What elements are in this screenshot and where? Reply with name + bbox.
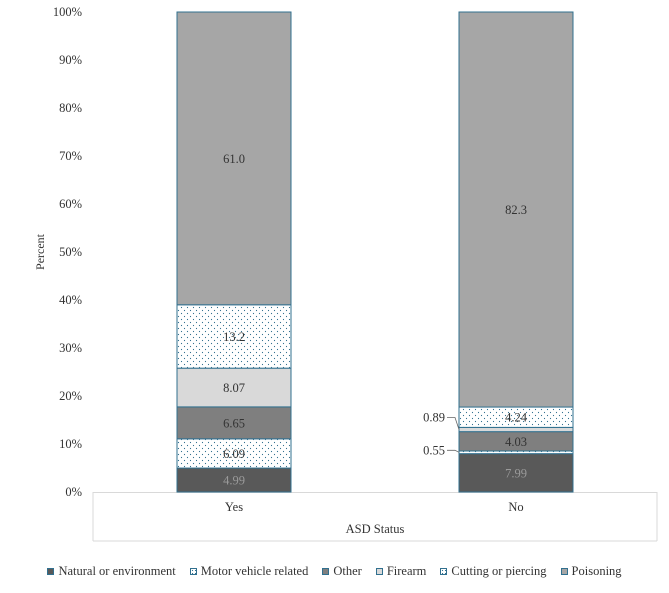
legend-swatch <box>440 567 448 575</box>
y-tick-label: 20% <box>59 389 82 403</box>
legend-label: Natural or environment <box>58 563 176 578</box>
bar-segment <box>458 426 574 433</box>
legend-label: Other <box>333 563 362 578</box>
legend-item: Motor vehicle related <box>189 563 309 579</box>
x-tick-label: Yes <box>225 500 243 514</box>
data-label: 6.65 <box>223 416 245 430</box>
bar-segment <box>176 438 292 469</box>
y-tick-label: 80% <box>59 101 82 115</box>
legend-item: Cutting or piercing <box>440 563 547 579</box>
data-label-leader <box>447 417 460 430</box>
bar-segment <box>176 367 292 408</box>
legend-item: Other <box>322 563 362 579</box>
x-axis-label: ASD Status <box>346 522 405 536</box>
data-label: 0.89 <box>423 411 445 425</box>
y-tick-label: 30% <box>59 341 82 355</box>
data-label: 7.99 <box>505 466 527 480</box>
bar-segment <box>458 11 574 408</box>
legend-label: Motor vehicle related <box>200 563 309 578</box>
legend-swatch <box>322 567 330 575</box>
data-label: 82.3 <box>505 203 527 217</box>
data-label: 8.07 <box>223 381 245 395</box>
data-label: 61.0 <box>223 152 245 166</box>
y-tick-label: 60% <box>59 197 82 211</box>
y-tick-label: 40% <box>59 293 82 307</box>
data-label: 4.99 <box>223 474 245 488</box>
data-label: 13.2 <box>223 330 245 344</box>
y-axis-label: Percent <box>33 233 47 270</box>
y-tick-label: 70% <box>59 149 82 163</box>
data-label: 4.24 <box>505 411 528 425</box>
data-label-leader <box>447 449 460 453</box>
x-tick-label: No <box>508 500 523 514</box>
legend-item: Firearm <box>375 563 427 579</box>
chart-legend: Natural or environment Motor vehicle rela… <box>0 560 669 582</box>
legend-label: Poisoning <box>571 563 622 578</box>
bar-segment <box>176 304 292 369</box>
y-tick-label: 10% <box>59 437 82 451</box>
legend-item: Poisoning <box>560 563 622 579</box>
legend-swatch <box>189 567 197 575</box>
y-tick-label: 0% <box>65 485 82 499</box>
data-label: 0.55 <box>423 443 445 457</box>
bar-segment <box>176 11 292 306</box>
y-tick-label: 90% <box>59 53 82 67</box>
bar-segment <box>458 453 574 493</box>
legend-swatch <box>560 567 568 575</box>
bar-segment <box>176 406 292 440</box>
legend-swatch <box>47 567 55 575</box>
legend-label: Firearm <box>386 563 427 578</box>
data-label: 4.03 <box>505 435 527 449</box>
y-tick-label: 50% <box>59 245 82 259</box>
y-tick-label: 100% <box>53 5 82 19</box>
data-label: 6.09 <box>223 447 245 461</box>
legend-label: Cutting or piercing <box>451 563 547 578</box>
legend-item: Natural or environment <box>47 563 176 579</box>
legend-swatch <box>375 567 383 575</box>
